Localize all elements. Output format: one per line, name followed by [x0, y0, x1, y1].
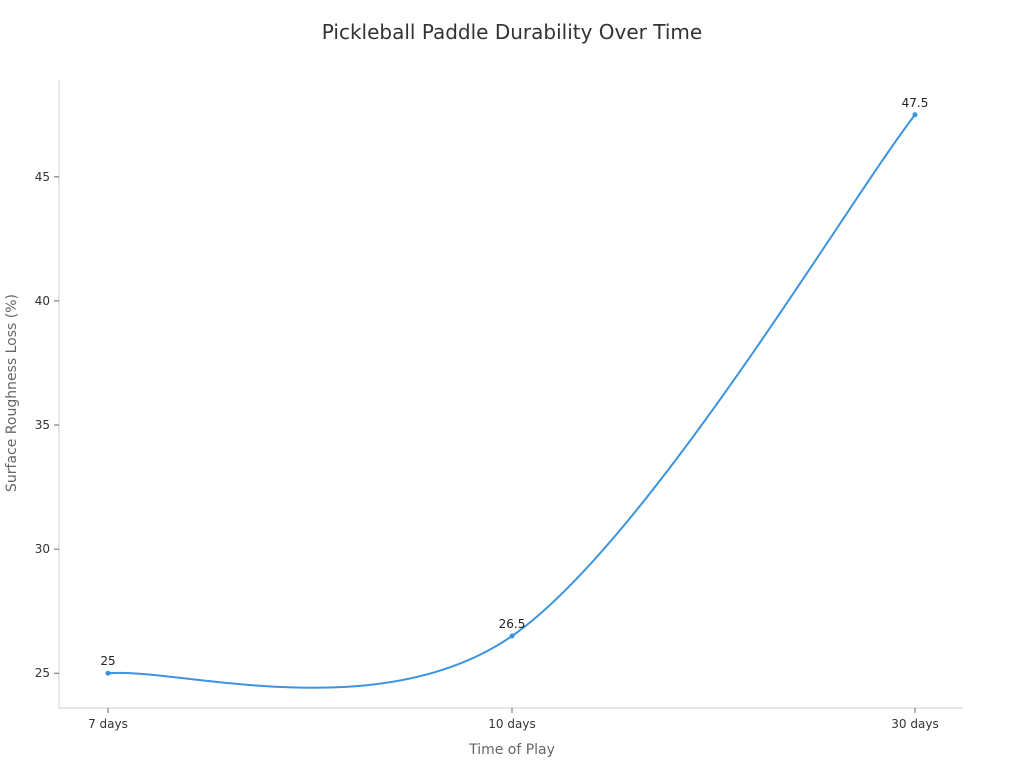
y-tick-label: 45 — [35, 170, 50, 184]
y-tick-label: 40 — [35, 294, 50, 308]
y-tick-label: 35 — [35, 418, 50, 432]
data-label: 25 — [100, 654, 115, 668]
series-line — [107, 114, 916, 689]
data-label: 47.5 — [902, 96, 929, 110]
y-tick-label: 30 — [35, 542, 50, 556]
x-tick-label: 10 days — [488, 717, 535, 731]
data-point — [509, 633, 515, 639]
data-point — [912, 112, 918, 118]
data-point — [105, 670, 111, 676]
y-tick-label: 25 — [35, 666, 50, 680]
x-tick-label: 7 days — [88, 717, 128, 731]
series-group: 25 26.5 47.5 — [100, 96, 929, 689]
data-label: 26.5 — [499, 617, 526, 631]
y-axis-ticks: 25 30 35 40 45 — [35, 170, 59, 680]
x-tick-label: 30 days — [891, 717, 938, 731]
chart-title: Pickleball Paddle Durability Over Time — [321, 20, 703, 44]
x-axis-ticks: 7 days 10 days 30 days — [88, 708, 939, 731]
x-axis-label: Time of Play — [469, 742, 555, 758]
y-axis-label: Surface Roughness Loss (%) — [4, 294, 20, 492]
